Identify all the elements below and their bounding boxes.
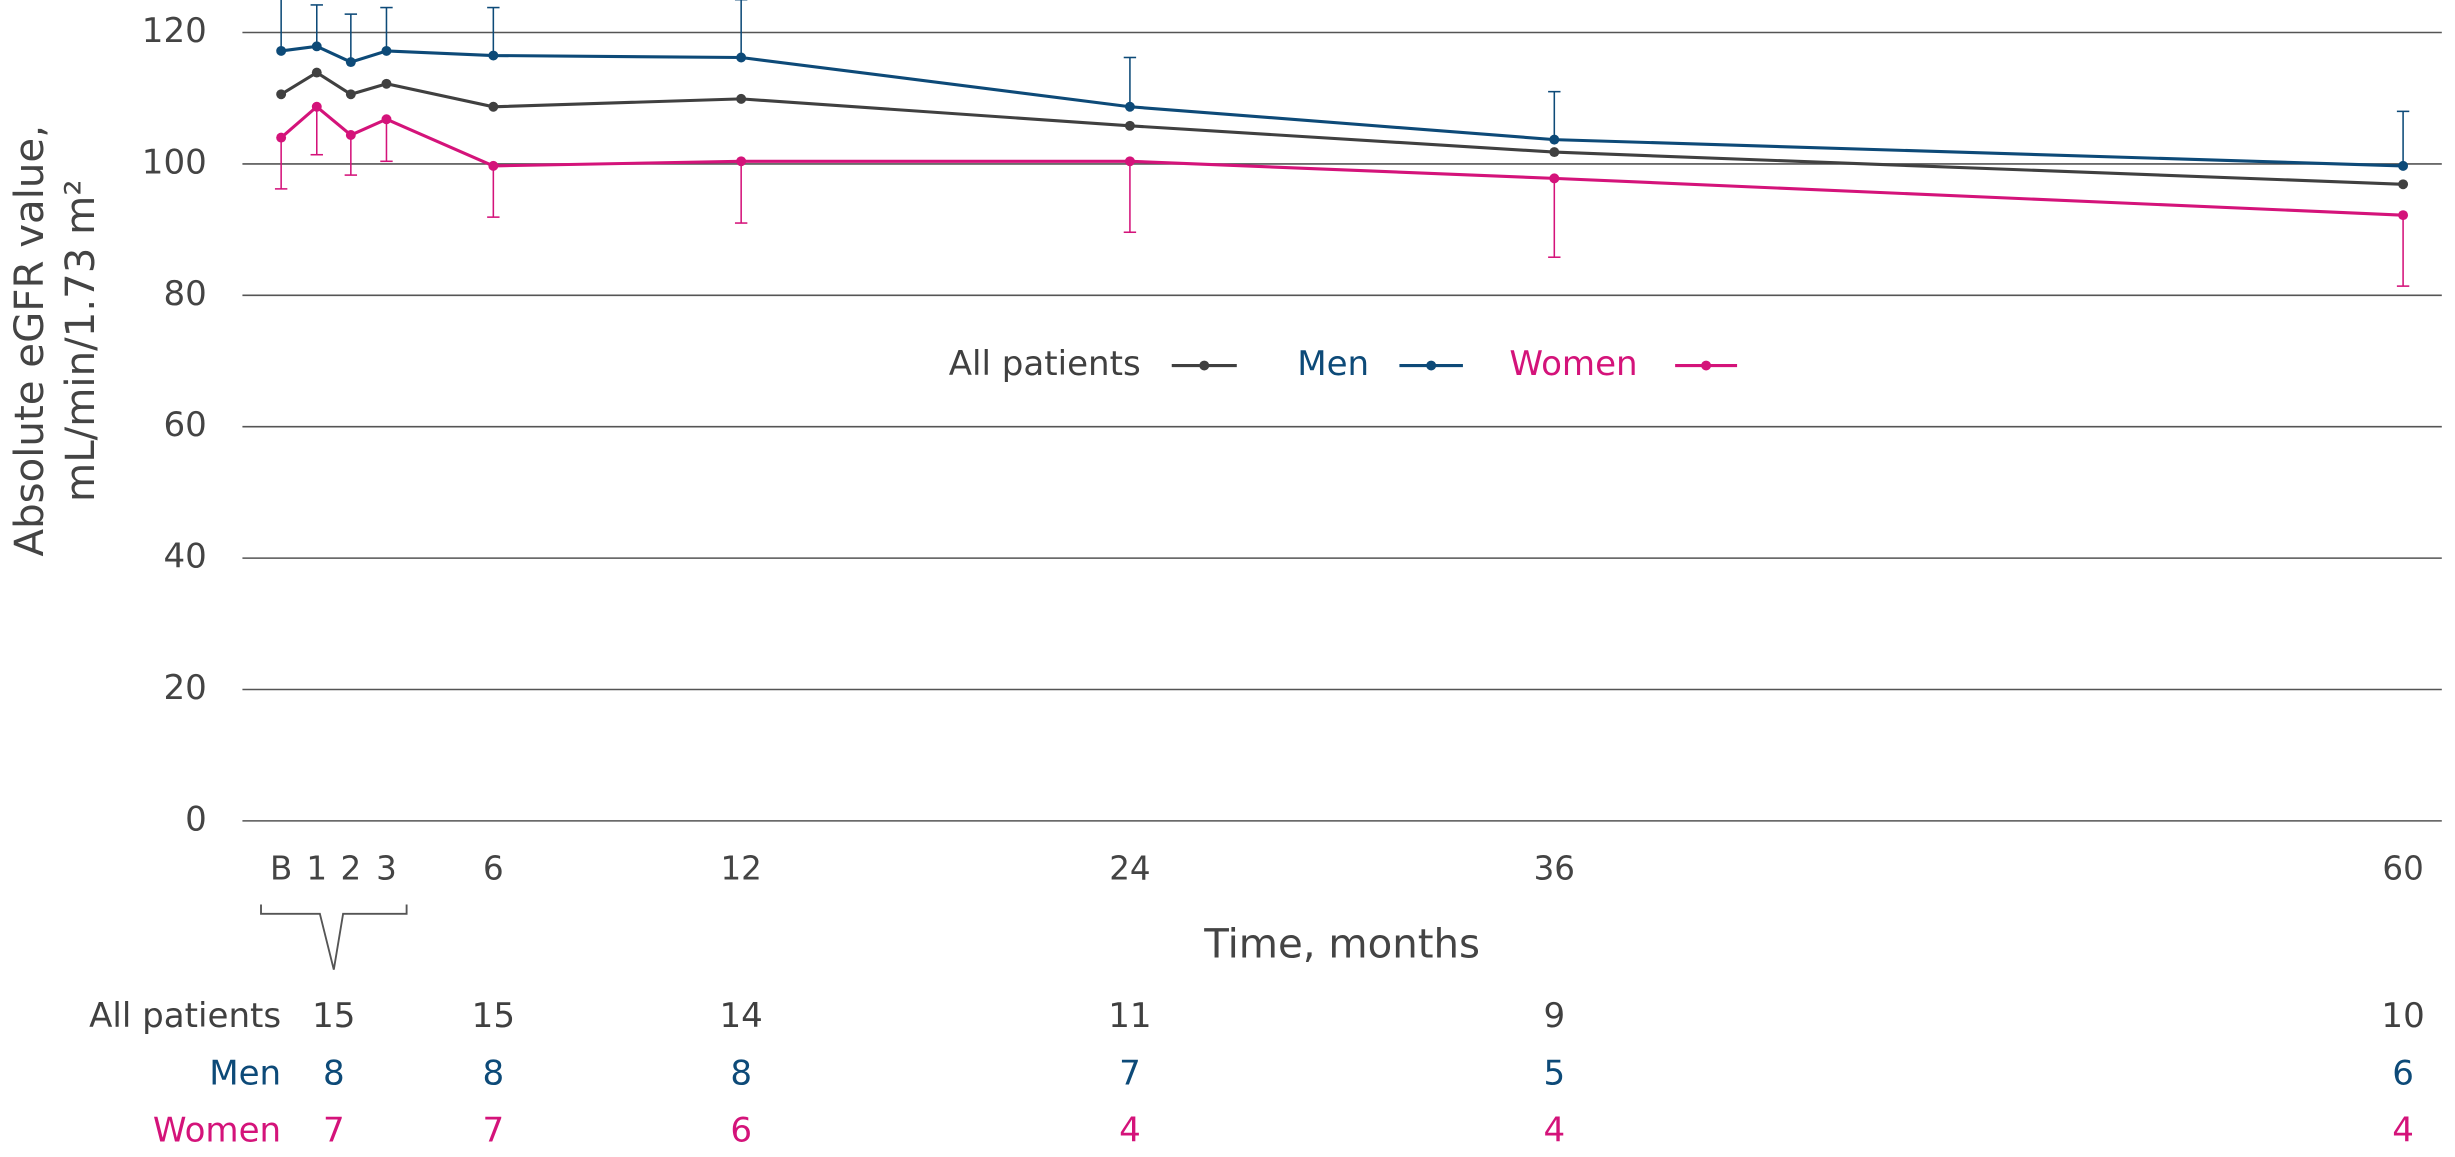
point — [488, 160, 499, 171]
x-tick-label: 2 — [341, 849, 362, 887]
point — [1549, 134, 1560, 145]
point — [1549, 147, 1560, 158]
n-value: 8 — [483, 1053, 505, 1093]
point — [1124, 101, 1135, 112]
point — [381, 114, 392, 125]
x-tick-label: 6 — [483, 849, 504, 887]
y-tick-label: 0 — [185, 799, 207, 839]
n-value: 6 — [2392, 1053, 2414, 1093]
point — [488, 50, 499, 61]
y-axis-title: mL/min/1.73 m² — [58, 179, 104, 502]
point — [736, 52, 747, 63]
y-axis-title: Absolute eGFR value, — [7, 125, 53, 556]
n-value: 7 — [323, 1111, 345, 1151]
n-value: 4 — [1543, 1111, 1565, 1151]
point — [2398, 160, 2409, 171]
point — [311, 41, 322, 52]
y-tick-label: 20 — [163, 668, 206, 708]
n-value: 7 — [483, 1111, 505, 1151]
point — [345, 57, 356, 68]
n-value: 5 — [1543, 1053, 1565, 1093]
n-value: 7 — [1119, 1053, 1141, 1093]
legend-marker — [1199, 360, 1210, 371]
n-value: 10 — [2381, 996, 2424, 1036]
point — [345, 89, 356, 100]
n-value: 15 — [472, 996, 515, 1036]
point — [736, 156, 747, 167]
point — [2398, 179, 2409, 190]
x-tick-label: 1 — [306, 849, 327, 887]
point — [276, 132, 287, 143]
point — [276, 89, 287, 100]
bracket — [260, 904, 408, 970]
point — [2398, 210, 2409, 221]
n-value: 14 — [719, 996, 762, 1036]
point — [311, 101, 322, 112]
n-value: 11 — [1108, 996, 1151, 1036]
point — [345, 130, 356, 140]
point — [1124, 120, 1135, 131]
n-row-label: All patients — [89, 996, 281, 1036]
n-value: 9 — [1543, 996, 1565, 1036]
legend-label: Women — [1509, 344, 1637, 384]
x-tick-label: B — [270, 849, 292, 887]
series-line — [280, 44, 2404, 168]
point — [381, 78, 392, 89]
x-tick-label: 60 — [2382, 849, 2423, 887]
legend-marker — [1701, 360, 1712, 371]
x-tick-label: 12 — [720, 849, 761, 887]
n-row-label: Women — [153, 1111, 281, 1151]
point — [488, 101, 499, 112]
x-tick-label: 36 — [1534, 849, 1575, 887]
n-value: 4 — [2392, 1111, 2414, 1151]
n-value: 6 — [730, 1111, 752, 1151]
point — [1124, 156, 1135, 167]
legend-label: Men — [1297, 344, 1369, 384]
y-tick-label: 120 — [142, 11, 207, 51]
x-tick-label: 24 — [1109, 849, 1150, 887]
point — [1549, 173, 1560, 184]
point — [276, 45, 287, 56]
n-value: 15 — [312, 996, 355, 1036]
point — [381, 45, 392, 56]
n-value: 8 — [323, 1053, 345, 1093]
n-value: 8 — [730, 1053, 752, 1093]
series-line — [280, 70, 2404, 186]
point — [736, 93, 747, 104]
legend-marker — [1426, 360, 1437, 371]
legend-label: All patients — [949, 344, 1141, 384]
y-tick-label: 100 — [142, 142, 207, 182]
x-tick-label: 3 — [376, 849, 397, 887]
y-tick-label: 80 — [163, 274, 206, 314]
x-axis-title: Time, months — [1203, 921, 1480, 967]
point — [311, 67, 322, 78]
n-row-label: Men — [209, 1053, 281, 1093]
y-tick-label: 60 — [163, 405, 206, 445]
y-tick-label: 40 — [163, 537, 206, 577]
n-value: 4 — [1119, 1111, 1141, 1151]
